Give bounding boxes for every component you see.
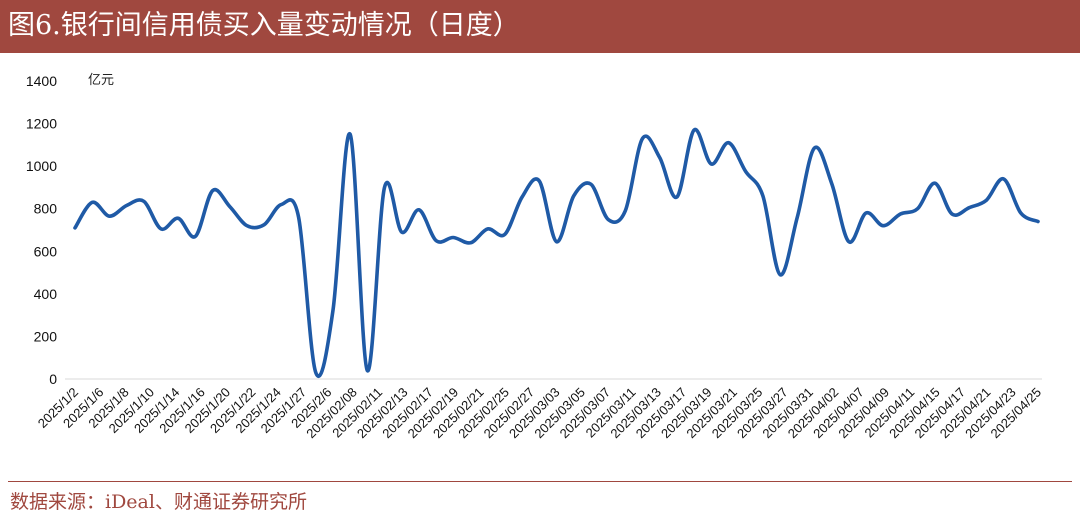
page-title: 图6.银行间信用债买入量变动情况（日度） (8, 10, 520, 41)
y-tick-label: 400 (34, 286, 58, 302)
y-tick-label: 0 (49, 371, 57, 387)
line-chart: 0 200 400 600 800 1000 1200 1400 亿元 2025/1/2202… (26, 73, 1044, 442)
chart-area: 0 200 400 600 800 1000 1200 1400 亿元 2025/1/2 202… (0, 60, 1080, 475)
y-tick-label: 200 (34, 328, 58, 344)
y-tick-label: 1400 (26, 73, 57, 89)
y-tick-label: 600 (34, 243, 58, 259)
source-note: 数据来源：iDeal、财通证券研究所 (10, 491, 307, 513)
y-tick-label: 800 (34, 201, 58, 217)
title-bar: 图6.银行间信用债买入量变动情况（日度） (0, 0, 1080, 53)
footer-divider (8, 481, 1072, 482)
y-axis-ticks: 0 200 400 600 800 1000 1200 1400 (26, 73, 57, 387)
series-line (73, 127, 1040, 378)
x-axis-ticks: 2025/1/22025/1/62025/1/82025/1/102025/1/… (35, 385, 1044, 442)
y-axis-unit-label: 亿元 (88, 73, 114, 88)
y-tick-label: 1000 (26, 158, 57, 174)
y-tick-label: 1200 (26, 116, 57, 132)
